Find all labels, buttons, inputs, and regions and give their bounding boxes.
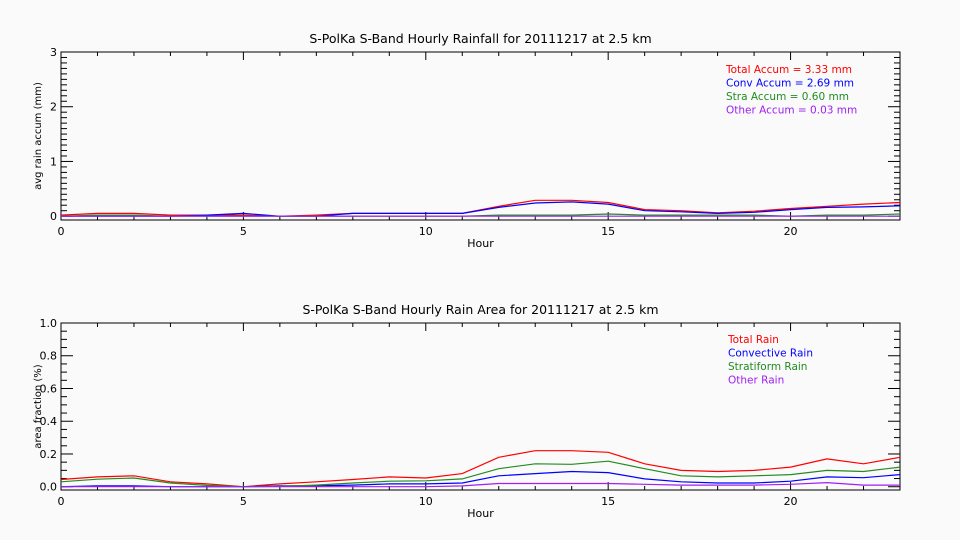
x-tick-label: 0 <box>58 225 65 238</box>
y-tick-label: 2 <box>50 101 57 114</box>
y-tick-label: 0.8 <box>40 350 58 363</box>
legend-entry: Stra Accum = 0.60 mm <box>726 91 849 103</box>
series-line-2 <box>61 201 901 217</box>
y-tick-label: 1 <box>50 155 57 168</box>
y-axis-label: avg rain accum (mm) <box>33 82 44 190</box>
series-line-1 <box>60 450 901 488</box>
x-tick-label: 5 <box>240 225 247 238</box>
y-tick-label: 0.2 <box>40 448 58 461</box>
series-line-3 <box>60 460 901 488</box>
legend-entry: Other Accum = 0.03 mm <box>726 105 857 117</box>
x-tick-label: 20 <box>784 495 798 508</box>
x-tick-label: 10 <box>419 225 433 238</box>
x-tick-label: 0 <box>58 495 65 508</box>
x-axis-label: Hour <box>467 507 494 520</box>
x-axis-label: Hour <box>467 237 494 250</box>
y-axis-label: area fraction (%) <box>33 364 44 448</box>
y-tick-label: 3 <box>50 46 57 59</box>
series-line-1 <box>60 199 901 217</box>
legend-entry: Total Accum = 3.33 mm <box>725 64 852 76</box>
plot-frame <box>60 322 901 491</box>
chart-2: S-PolKa S-Band Hourly Rain Area for 2011… <box>33 302 901 520</box>
x-tick-label: 20 <box>784 225 798 238</box>
x-tick-label: 5 <box>240 495 247 508</box>
y-tick-label: 0.4 <box>40 415 58 428</box>
legend-entry: Stratiform Rain <box>728 361 807 373</box>
y-tick-label: 1.0 <box>40 317 58 330</box>
y-tick-label: 0.6 <box>40 382 58 395</box>
y-tick-label: 0.0 <box>40 481 58 494</box>
x-tick-label: 15 <box>601 495 615 508</box>
x-tick-label: 10 <box>419 495 433 508</box>
series-line-4 <box>61 481 900 488</box>
legend-entry: Other Rain <box>728 375 784 387</box>
chart-title: S-PolKa S-Band Hourly Rain Area for 2011… <box>302 302 658 317</box>
y-tick-label: 0 <box>50 210 57 223</box>
legend-entry: Convective Rain <box>728 348 813 360</box>
chart-1: S-PolKa S-Band Hourly Rainfall for 20111… <box>33 31 901 250</box>
legend-entry: Total Rain <box>727 334 779 346</box>
x-tick-label: 15 <box>601 225 615 238</box>
legend-entry: Conv Accum = 2.69 mm <box>726 78 854 90</box>
plot-frame <box>60 51 901 221</box>
chart-title: S-PolKa S-Band Hourly Rainfall for 20111… <box>309 31 651 46</box>
